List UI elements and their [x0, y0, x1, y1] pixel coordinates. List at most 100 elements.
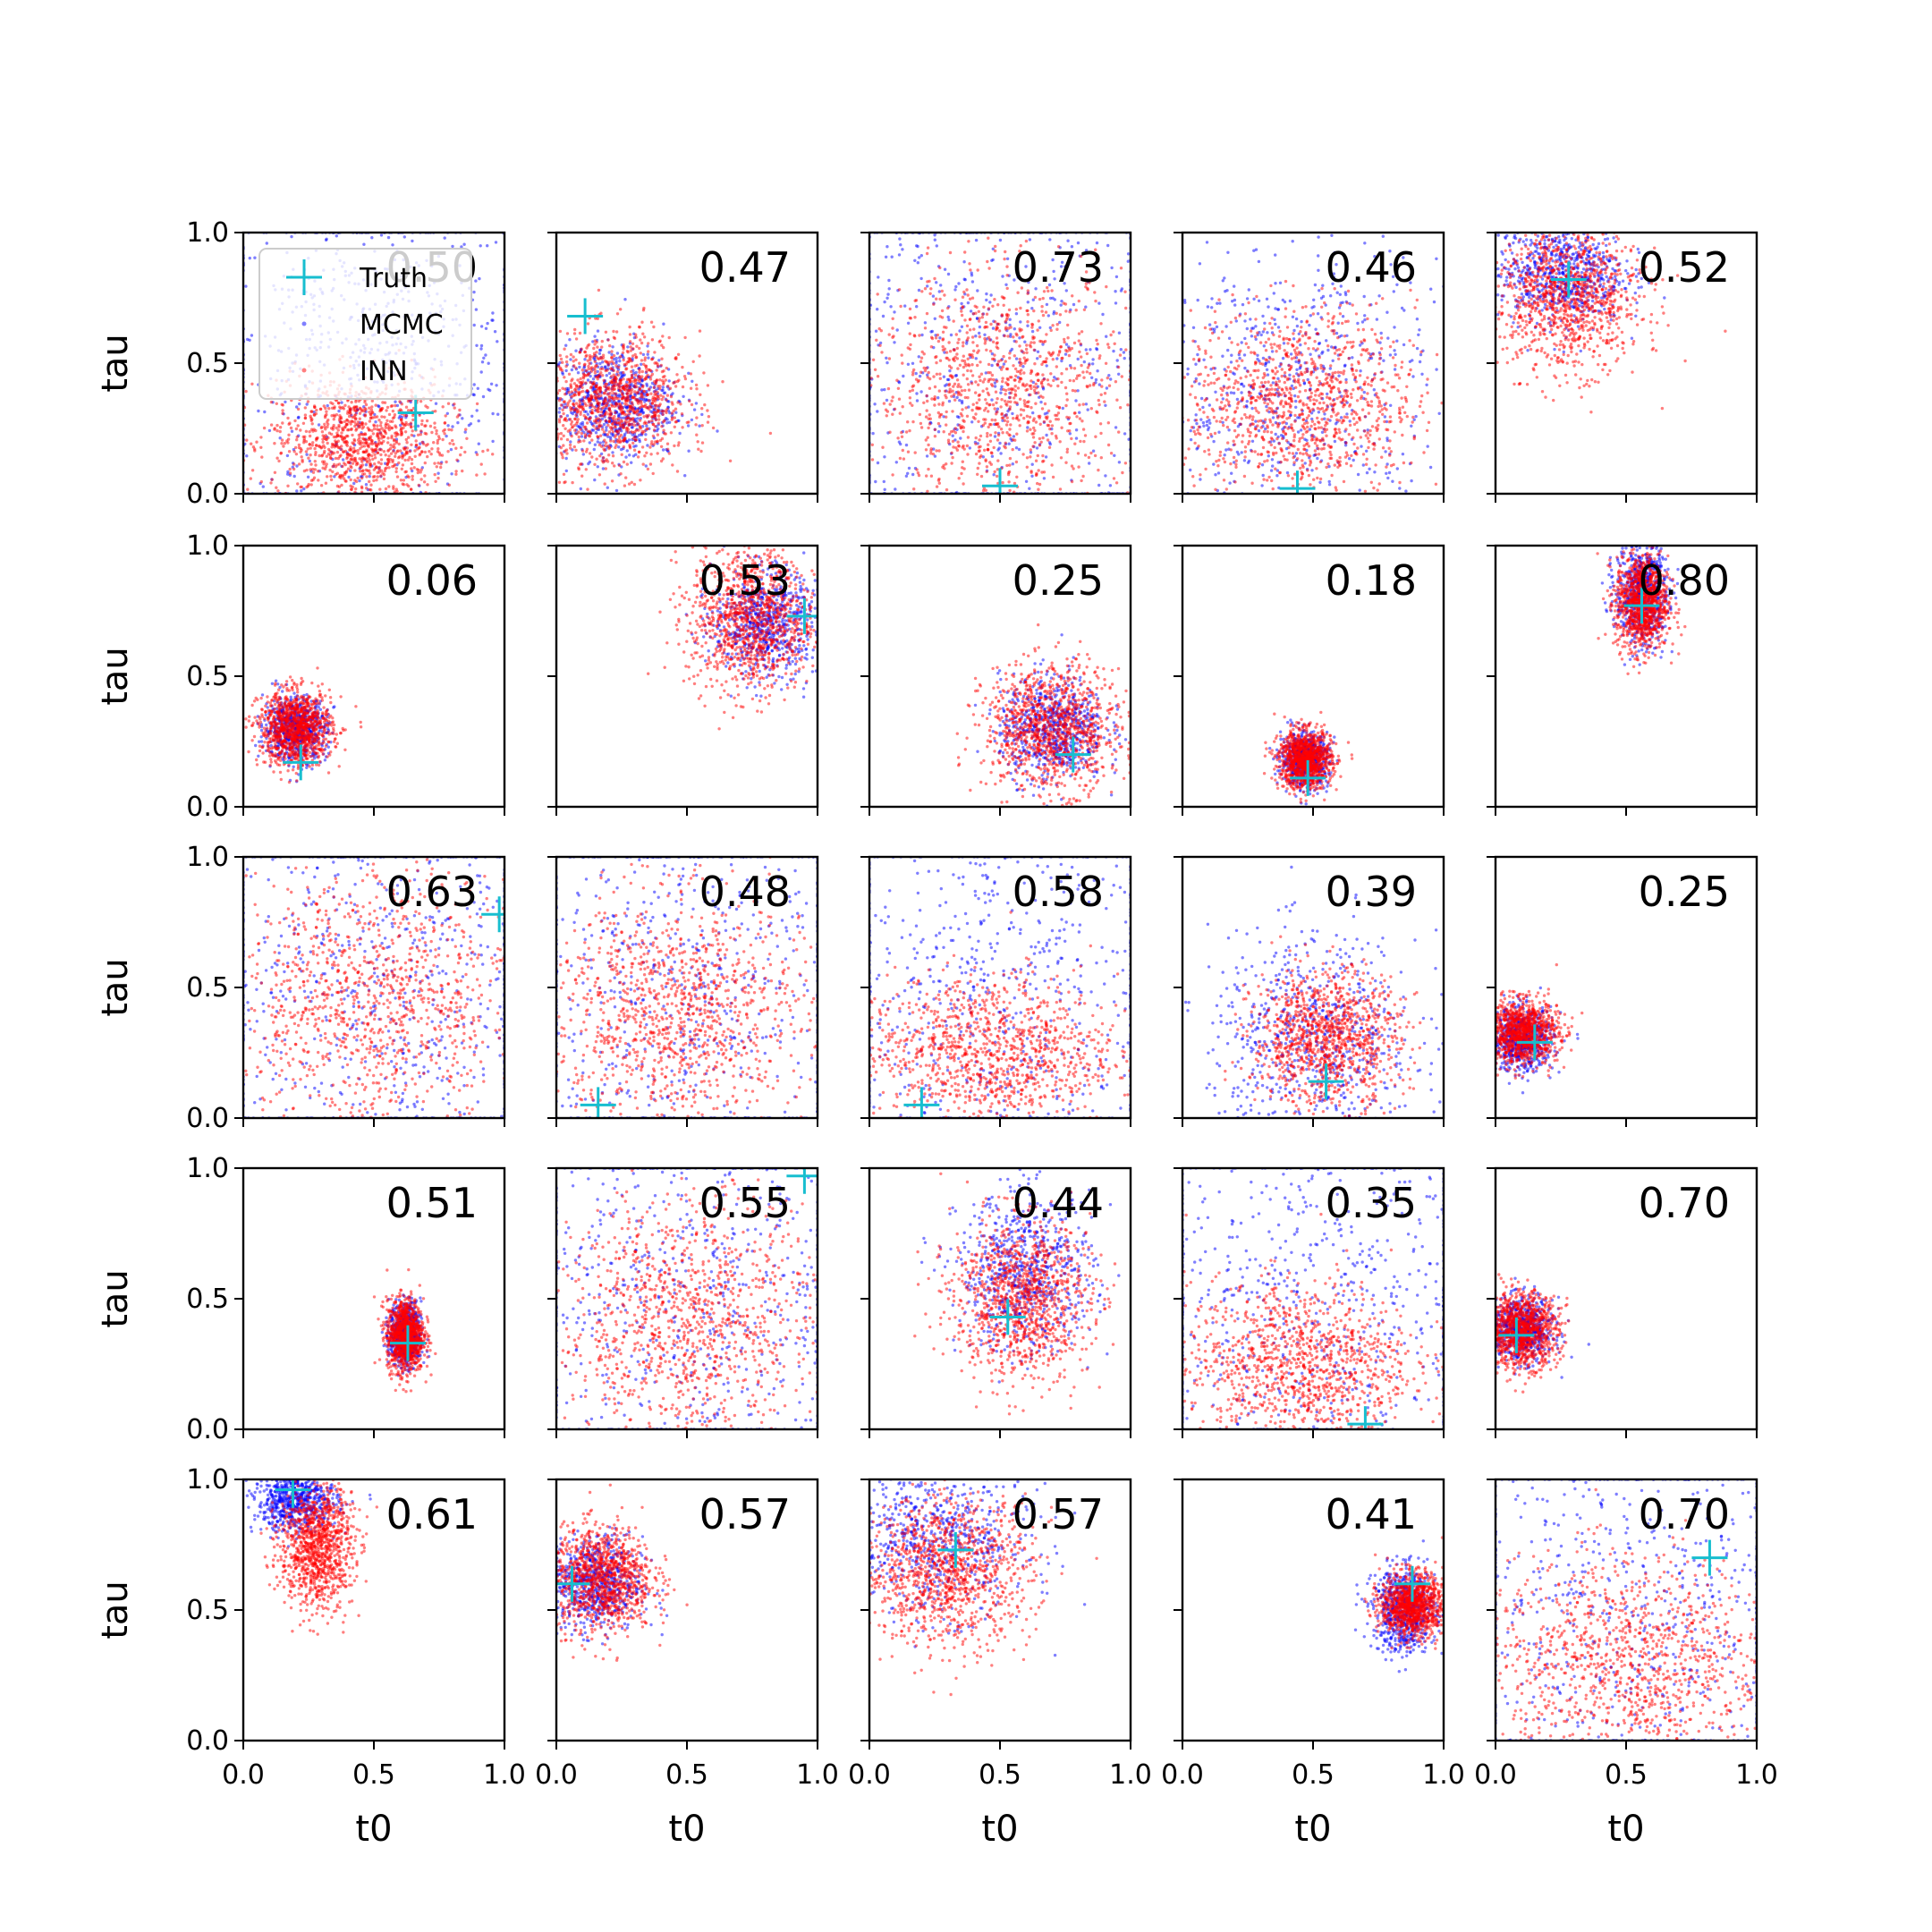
- inn-samples-point: [379, 453, 382, 456]
- inn-samples-point: [905, 430, 908, 433]
- inn-samples-point: [1132, 368, 1135, 370]
- mcmc-samples-point: [1077, 358, 1080, 360]
- mcmc-samples-point: [477, 387, 479, 390]
- inn-samples-point: [959, 364, 962, 367]
- inn-samples-point: [571, 377, 573, 380]
- inn-samples-point: [480, 462, 483, 465]
- inn-samples-point: [341, 406, 343, 409]
- mcmc-samples-point: [907, 322, 910, 325]
- inn-samples-point: [429, 425, 432, 428]
- inn-samples-point: [387, 448, 390, 451]
- inn-samples-point: [1010, 392, 1013, 394]
- inn-samples-point: [580, 386, 583, 389]
- inn-samples-point: [539, 353, 542, 356]
- inn-samples-point: [321, 441, 324, 444]
- inn-samples-point: [363, 438, 366, 441]
- inn-samples-point: [652, 472, 655, 475]
- inn-samples-point: [671, 401, 674, 403]
- mcmc-samples-point: [1054, 298, 1056, 301]
- inn-samples-point: [962, 344, 964, 347]
- inn-samples-point: [340, 431, 343, 434]
- inn-samples-point: [369, 463, 371, 466]
- inn-samples-point: [319, 506, 322, 509]
- inn-samples-point: [510, 406, 513, 409]
- inn-samples-point: [289, 468, 292, 470]
- mcmc-samples-point: [630, 462, 632, 464]
- mcmc-samples-point: [470, 415, 473, 418]
- mcmc-samples-point: [1018, 448, 1021, 451]
- mcmc-samples-point: [871, 432, 874, 435]
- inn-samples-point: [610, 396, 613, 399]
- inn-samples-point: [402, 454, 404, 457]
- inn-samples-point: [688, 400, 691, 402]
- inn-samples-point: [530, 360, 532, 363]
- inn-samples-point: [655, 398, 657, 401]
- inn-samples-point: [435, 429, 437, 432]
- mcmc-samples-point: [1107, 374, 1110, 377]
- inn-samples-point: [1088, 456, 1090, 459]
- inn-samples-point: [857, 292, 860, 295]
- inn-samples-point: [487, 449, 489, 452]
- mcmc-samples-point: [919, 390, 922, 393]
- mcmc-samples-point: [919, 375, 921, 377]
- inn-samples-point: [373, 428, 376, 430]
- inn-samples-point: [954, 427, 957, 429]
- inn-samples-point: [435, 432, 437, 435]
- mcmc-samples-point: [1015, 446, 1018, 449]
- inn-samples-point: [588, 404, 590, 407]
- inn-samples-point: [414, 455, 417, 458]
- inn-samples-point: [894, 408, 896, 411]
- inn-samples-point: [949, 350, 952, 352]
- inn-samples-point: [362, 426, 365, 428]
- inn-samples-point: [942, 503, 945, 505]
- inn-samples-point: [628, 424, 631, 427]
- mcmc-samples-point: [657, 428, 659, 430]
- inn-samples-point: [649, 377, 652, 380]
- inn-samples-point: [338, 419, 341, 421]
- inn-samples-point: [1058, 350, 1061, 352]
- inn-samples-point: [335, 432, 338, 435]
- inn-samples-point: [623, 426, 625, 428]
- mcmc-samples-point: [1069, 432, 1072, 435]
- inn-samples-point: [924, 287, 927, 290]
- inn-samples-point: [1055, 328, 1058, 331]
- inn-samples-point: [309, 435, 311, 437]
- inn-samples-point: [525, 377, 528, 379]
- mcmc-samples-point: [950, 334, 953, 336]
- inn-samples-point: [614, 337, 616, 340]
- mcmc-samples-point: [615, 489, 618, 492]
- mcmc-samples-point: [635, 371, 638, 374]
- inn-samples-point: [631, 343, 634, 345]
- mcmc-samples-point: [444, 236, 446, 239]
- inn-samples-point: [670, 431, 673, 434]
- inn-samples-point: [1001, 481, 1004, 484]
- inn-samples-point: [935, 449, 937, 452]
- inn-samples-point: [616, 370, 619, 373]
- inn-samples-point: [1012, 417, 1014, 419]
- inn-samples-point: [620, 434, 623, 436]
- mcmc-samples-point: [1027, 301, 1030, 303]
- inn-samples-point: [1068, 310, 1071, 313]
- inn-samples-point: [610, 350, 613, 352]
- mcmc-samples-point: [1011, 412, 1013, 415]
- inn-samples-point: [589, 394, 592, 397]
- inn-samples-point: [966, 396, 969, 399]
- inn-samples-point: [343, 450, 345, 453]
- mcmc-samples-point: [1097, 301, 1100, 304]
- inn-samples-point: [670, 395, 673, 398]
- inn-samples-point: [983, 449, 986, 452]
- mcmc-samples-point: [994, 385, 996, 387]
- inn-samples-point: [281, 409, 284, 411]
- inn-samples-point: [601, 428, 604, 430]
- inn-samples-point: [582, 376, 585, 378]
- inn-samples-point: [424, 432, 427, 435]
- mcmc-samples-point: [936, 244, 938, 247]
- inn-samples-point: [631, 377, 633, 379]
- inn-samples-point: [1078, 351, 1080, 353]
- inn-samples-point: [411, 478, 414, 480]
- inn-samples-point: [649, 369, 652, 372]
- mcmc-samples-point: [634, 445, 637, 447]
- mcmc-samples-point: [898, 237, 901, 240]
- inn-samples-point: [362, 457, 365, 460]
- inn-samples-point: [372, 449, 375, 452]
